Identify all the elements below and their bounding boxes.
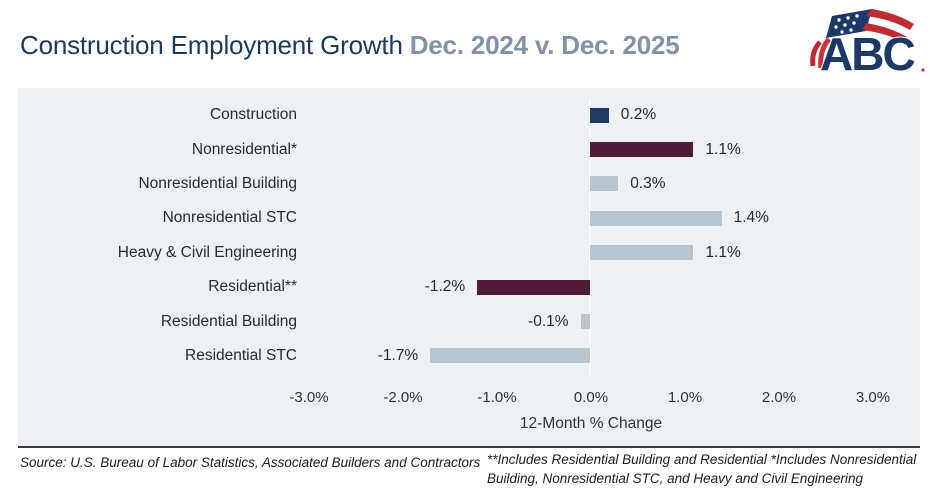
bar-row: Heavy & Civil Engineering 1.1% — [18, 236, 920, 270]
x-tick-label: 1.0% — [667, 389, 703, 406]
value-label: 0.2% — [620, 106, 657, 124]
x-axis-title: 12-Month % Change — [519, 415, 663, 432]
bar — [590, 107, 609, 123]
category-label: Residential Building — [160, 312, 297, 330]
abc-logo-text: ABC — [820, 28, 914, 80]
value-label: -0.1% — [528, 312, 569, 330]
bar-row: Nonresidential Building 0.3% — [18, 167, 920, 201]
bar — [590, 210, 722, 226]
category-label: Residential** — [208, 278, 297, 296]
bar — [580, 314, 590, 330]
bar — [590, 245, 694, 261]
value-label: -1.7% — [377, 346, 419, 364]
flag-stripes-right-icon — [862, 9, 914, 42]
value-label: 0.3% — [630, 174, 666, 192]
page-title: Construction Employment Growth Dec. 2024 … — [20, 30, 680, 61]
x-tick-label: -2.0% — [383, 389, 423, 406]
category-label: Heavy & Civil Engineering — [117, 243, 297, 261]
bar-row: Residential** -1.2% — [18, 270, 920, 304]
category-label: Construction — [209, 106, 297, 124]
bar — [430, 348, 590, 364]
category-label: Residential STC — [185, 346, 297, 364]
x-tick-label: -3.0% — [289, 389, 329, 406]
value-label: 1.1% — [705, 140, 741, 158]
bar-row: Residential Building -0.1% — [18, 304, 920, 338]
bar-row: Nonresidential* 1.1% — [18, 132, 920, 166]
title-main: Construction Employment Growth — [20, 30, 403, 60]
title-accent: Dec. 2024 v. Dec. 2025 — [409, 30, 680, 60]
category-label: Nonresidential* — [191, 140, 297, 158]
bar-row: Residential STC -1.7% — [18, 339, 920, 373]
category-label: Nonresidential STC — [162, 209, 297, 227]
value-label: 1.4% — [733, 209, 769, 227]
x-tick-label: 0.0% — [573, 389, 609, 406]
flag-stripes-left-icon — [810, 37, 831, 69]
bar — [590, 142, 694, 158]
footnote: **Includes Residential Building and Resi… — [487, 452, 917, 486]
footer-divider — [18, 446, 920, 448]
registered-mark-icon — [921, 68, 925, 72]
x-tick-label: -1.0% — [477, 389, 517, 406]
x-tick-label: 3.0% — [855, 389, 891, 406]
zero-axis-line — [589, 100, 591, 377]
bar-row: Construction 0.2% — [18, 98, 920, 132]
abc-logo: ABC — [806, 6, 930, 82]
flag-canton-icon — [826, 9, 872, 38]
x-axis: -3.0% -2.0% -1.0% 0.0% 1.0% 2.0% 3.0% — [18, 389, 920, 409]
value-label: -1.2% — [424, 278, 466, 296]
source-note: Source: U.S. Bureau of Labor Statistics,… — [20, 455, 481, 470]
bar-chart: Construction 0.2% Nonresidential* 1.1% Nonre… — [18, 88, 920, 446]
value-label: 1.1% — [705, 243, 741, 261]
bar-row: Nonresidential STC 1.4% — [18, 201, 920, 235]
category-label: Nonresidential Building — [138, 174, 297, 192]
bar-rows: Construction 0.2% Nonresidential* 1.1% Nonre… — [18, 98, 920, 373]
bar — [477, 279, 590, 295]
x-tick-label: 2.0% — [761, 389, 797, 406]
bar — [590, 176, 619, 192]
